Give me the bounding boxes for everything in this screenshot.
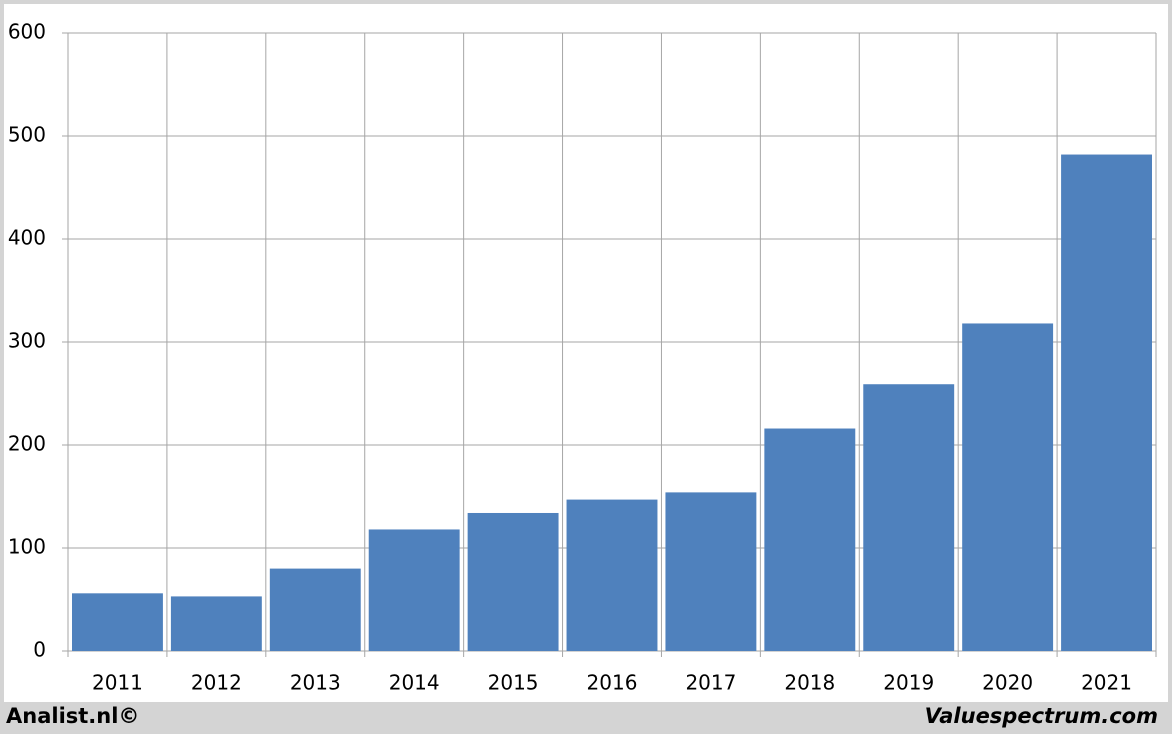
bar bbox=[72, 593, 163, 651]
x-tick-label: 2020 bbox=[982, 671, 1033, 695]
x-tick-label: 2011 bbox=[92, 671, 143, 695]
y-tick-label: 400 bbox=[8, 226, 46, 250]
x-tick-label: 2014 bbox=[389, 671, 440, 695]
footer-left: Analist.nl© bbox=[6, 704, 139, 728]
bar bbox=[170, 596, 262, 651]
bar bbox=[269, 568, 361, 651]
y-tick-label: 200 bbox=[8, 432, 46, 456]
x-tick-label: 2021 bbox=[1081, 671, 1132, 695]
x-tick-label: 2012 bbox=[191, 671, 242, 695]
x-tick-label: 2013 bbox=[290, 671, 341, 695]
x-tick-label: 2016 bbox=[587, 671, 638, 695]
bar bbox=[665, 492, 757, 651]
bar bbox=[863, 384, 955, 651]
y-tick-label: 500 bbox=[8, 123, 46, 147]
y-tick-label: 300 bbox=[8, 329, 46, 353]
y-tick-label: 100 bbox=[8, 535, 46, 559]
x-tick-label: 2017 bbox=[685, 671, 736, 695]
bar bbox=[764, 428, 856, 651]
bar bbox=[566, 499, 658, 651]
bar bbox=[1061, 154, 1152, 652]
y-tick-label: 600 bbox=[8, 20, 46, 44]
bar bbox=[368, 529, 460, 651]
x-tick-label: 2015 bbox=[488, 671, 539, 695]
bar bbox=[962, 323, 1054, 651]
y-tick-label: 0 bbox=[33, 638, 46, 662]
x-tick-label: 2018 bbox=[784, 671, 835, 695]
footer-right: Valuespectrum.com bbox=[925, 704, 1158, 728]
bar bbox=[467, 512, 559, 651]
x-tick-label: 2019 bbox=[883, 671, 934, 695]
